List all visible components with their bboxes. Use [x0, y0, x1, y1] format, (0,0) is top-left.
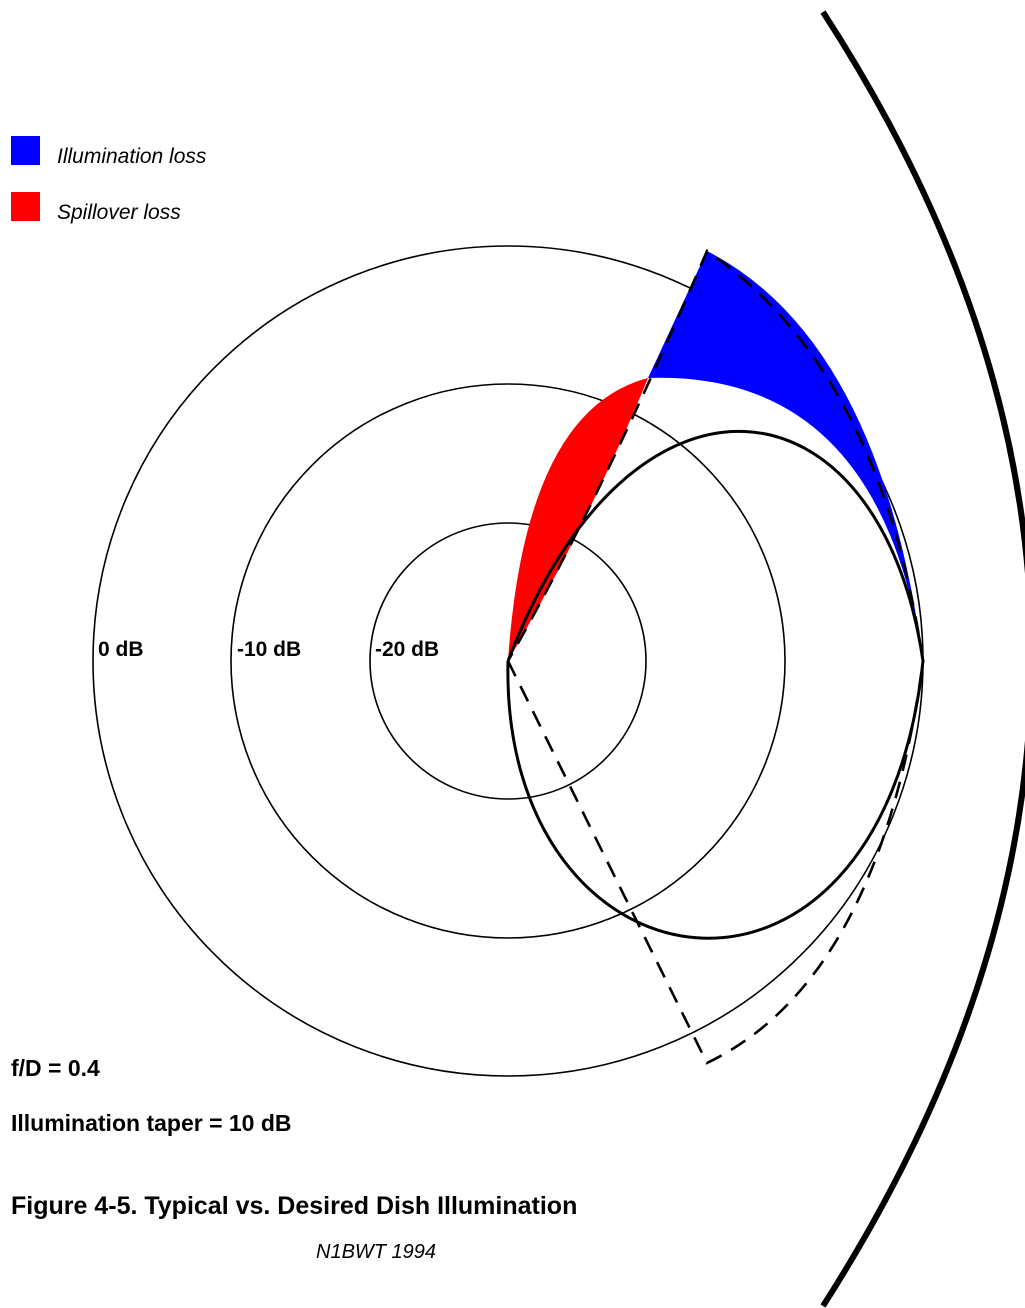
illumination-taper-label: Illumination taper = 10 dB: [11, 1110, 292, 1136]
spillover-loss-region: [508, 378, 648, 661]
legend-swatch-spillover-loss: [11, 192, 40, 221]
ring-label-minus-10db: -10 dB: [237, 638, 301, 661]
illumination-loss-region: [648, 251, 923, 661]
desired-pattern-dashed-outline: [506, 249, 925, 1065]
ring-label-minus-20db: -20 dB: [375, 638, 439, 661]
focal-ratio-label: f/D = 0.4: [11, 1055, 100, 1081]
legend: Illumination loss Spillover loss: [11, 136, 207, 224]
ring-minus-20db: [369, 522, 647, 800]
ring-minus-10db: [230, 383, 786, 939]
legend-label-illumination-loss: Illumination loss: [57, 145, 207, 168]
figure-credit: N1BWT 1994: [316, 1241, 436, 1263]
legend-swatch-illumination-loss: [11, 136, 40, 165]
ring-label-0db: 0 dB: [98, 638, 144, 661]
figure-caption: Figure 4-5. Typical vs. Desired Dish Ill…: [11, 1192, 577, 1220]
dish-reflector-arc: [820, 10, 1025, 1308]
typical-feed-pattern: [506, 430, 925, 940]
legend-label-spillover-loss: Spillover loss: [57, 201, 181, 224]
